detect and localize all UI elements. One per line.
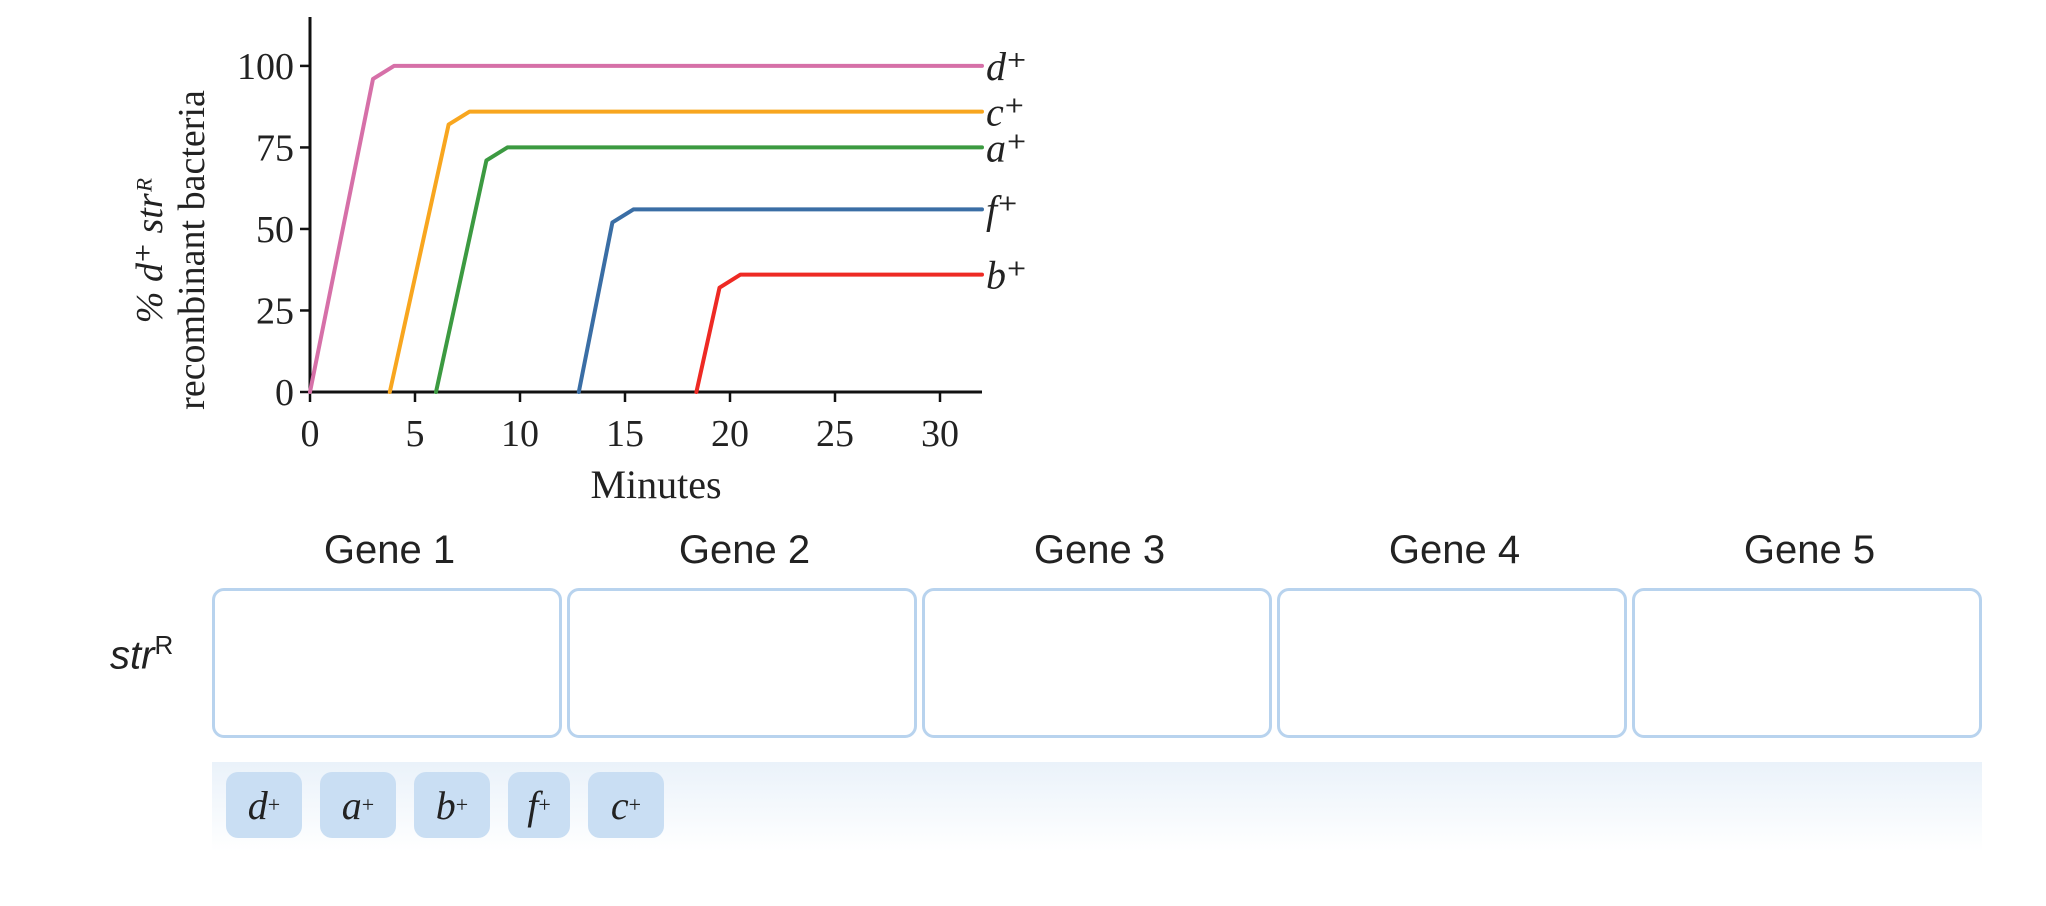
y-tick-label: 0	[275, 372, 294, 414]
chip-label: c	[610, 782, 629, 828]
y-tick-label: 50	[256, 209, 294, 251]
gene-3-drop-zone[interactable]	[922, 588, 1272, 738]
series-line-c	[387, 109, 984, 394]
series-label-c: c⁺	[986, 90, 1025, 135]
y-tick-label: 100	[237, 46, 294, 88]
gene-4-drop-zone[interactable]	[1277, 588, 1627, 738]
x-axis-label: Minutes	[590, 462, 721, 507]
x-tick-label: 25	[816, 413, 854, 455]
x-tick-label: 20	[711, 413, 749, 455]
gene-1-drop-zone[interactable]	[212, 588, 562, 738]
chip-label: d	[247, 782, 268, 828]
gene-5-header: Gene 5	[1743, 528, 1876, 572]
strR-row-label: strR	[110, 630, 173, 678]
chip-label: a	[341, 782, 362, 828]
chip-sup: +	[538, 792, 551, 817]
chip-sup: +	[361, 792, 375, 817]
chip-label: b	[435, 782, 456, 828]
x-tick-label: 0	[301, 413, 320, 455]
chip-sup: +	[267, 792, 281, 817]
chip-b-plus[interactable]: b +	[414, 772, 490, 838]
series-label-a: a⁺	[986, 125, 1027, 170]
row-label-sup: R	[154, 630, 174, 660]
chip-sup: +	[628, 792, 642, 817]
series-line-a	[434, 145, 984, 394]
recombination-chart: 0 5 10 15 20 25 30 0 25 50 75 100 Minutes % d⁺ strᴿ re…	[129, 17, 1027, 507]
y-tick-label: 75	[256, 127, 294, 169]
chip-sup: +	[455, 792, 469, 817]
chip-label: f	[527, 782, 539, 828]
y-axis-label-line1: % d⁺ strᴿ	[129, 177, 171, 323]
answer-chip-tray	[212, 762, 1982, 852]
series-label-f: f⁺	[986, 187, 1018, 232]
gene-5-drop-zone[interactable]	[1632, 588, 1982, 738]
series-line-d	[308, 63, 984, 394]
x-tick-label: 30	[921, 413, 959, 455]
series-line-f	[576, 207, 984, 394]
gene-4-header: Gene 4	[1388, 528, 1521, 572]
x-tick-label: 15	[606, 413, 644, 455]
chip-f-plus[interactable]: f +	[508, 772, 570, 838]
chip-a-plus[interactable]: a +	[320, 772, 396, 838]
gene-2-drop-zone[interactable]	[567, 588, 917, 738]
gene-2-header: Gene 2	[678, 528, 811, 572]
gene-3-header: Gene 3	[1033, 528, 1166, 572]
gene-1-header: Gene 1	[323, 528, 456, 572]
y-axis-label-line2: recombinant bacteria	[171, 90, 213, 410]
chip-c-plus[interactable]: c +	[588, 772, 664, 838]
chip-d-plus[interactable]: d +	[226, 772, 302, 838]
y-tick-label: 25	[256, 290, 294, 332]
x-tick-label: 10	[501, 413, 539, 455]
series-label-d: d⁺	[986, 44, 1027, 89]
row-label-base: str	[110, 633, 155, 678]
x-tick-label: 5	[406, 413, 425, 455]
series-line-b	[694, 272, 984, 394]
series-label-b: b⁺	[986, 253, 1027, 298]
